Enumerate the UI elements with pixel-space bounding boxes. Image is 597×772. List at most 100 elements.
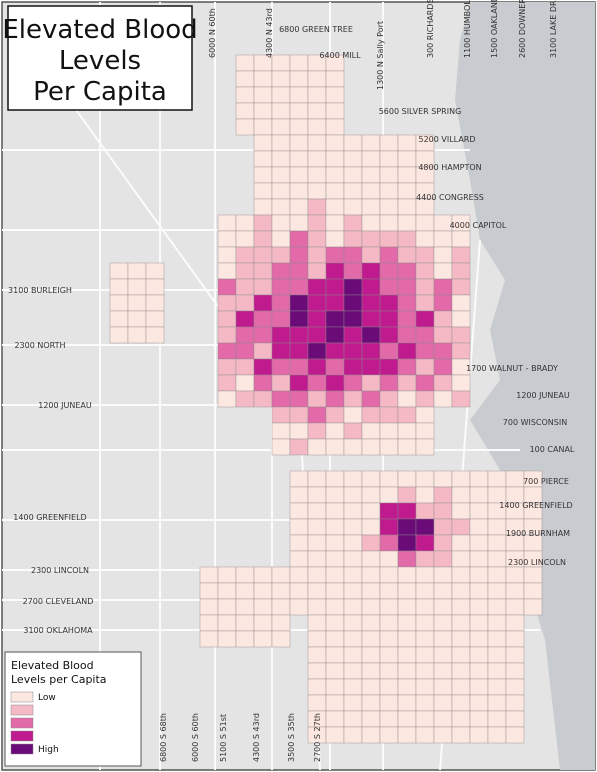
tract [379, 166, 399, 184]
tract [397, 662, 417, 680]
tract [307, 198, 327, 216]
tract [451, 614, 471, 632]
tract [451, 550, 471, 568]
tract [235, 630, 255, 648]
tract [325, 438, 345, 456]
street-label: 1200 JUNEAU [516, 391, 570, 400]
tract [469, 486, 489, 504]
tract [217, 230, 237, 248]
tract [325, 102, 345, 120]
tract [415, 422, 435, 440]
tract [289, 166, 309, 184]
tract [307, 294, 327, 312]
tract [217, 358, 237, 376]
street-label: 5100 S 51st [219, 714, 228, 762]
tract [343, 230, 363, 248]
tract [271, 86, 291, 104]
tract [379, 566, 399, 584]
tract [343, 598, 363, 616]
tract [361, 550, 381, 568]
tract [397, 262, 417, 280]
tract [325, 390, 345, 408]
tract [415, 710, 435, 728]
tract [307, 518, 327, 536]
tract [253, 294, 273, 312]
street-label: 3100 OKLAHOMA [23, 626, 93, 635]
tract [379, 486, 399, 504]
tract [253, 198, 273, 216]
tract [487, 710, 507, 728]
tract [361, 438, 381, 456]
tract [343, 422, 363, 440]
tract [379, 726, 399, 744]
tract [415, 646, 435, 664]
tract [379, 582, 399, 600]
tract [415, 630, 435, 648]
tract [505, 662, 525, 680]
tract [307, 534, 327, 552]
tract [307, 86, 327, 104]
tract [451, 326, 471, 344]
tract [397, 198, 417, 216]
tract [451, 678, 471, 696]
tract [343, 214, 363, 232]
tract [271, 374, 291, 392]
tract [397, 630, 417, 648]
tract [379, 358, 399, 376]
tract [289, 294, 309, 312]
tract [343, 150, 363, 168]
tract [379, 502, 399, 520]
tract [253, 358, 273, 376]
tract [505, 470, 525, 488]
street-label: 4400 CONGRESS [416, 193, 484, 202]
tract [307, 150, 327, 168]
tract [361, 694, 381, 712]
tract [325, 182, 345, 200]
tract [217, 278, 237, 296]
tract [361, 710, 381, 728]
legend-label: High [38, 745, 59, 755]
tract [307, 694, 327, 712]
tract [397, 246, 417, 264]
tract [253, 70, 273, 88]
tract [253, 230, 273, 248]
street-label: 1100 HUMBOLDT [463, 0, 472, 58]
tract [451, 262, 471, 280]
tract [217, 246, 237, 264]
tract [271, 102, 291, 120]
tract [361, 486, 381, 504]
tract [469, 550, 489, 568]
tract [325, 278, 345, 296]
tract [487, 614, 507, 632]
tract [307, 614, 327, 632]
tract [217, 294, 237, 312]
tract [271, 54, 291, 72]
tract [397, 150, 417, 168]
tract [469, 502, 489, 520]
tract [271, 134, 291, 152]
tract [523, 566, 543, 584]
tract [289, 422, 309, 440]
tract [145, 294, 165, 312]
tract [235, 390, 255, 408]
tract [361, 390, 381, 408]
tract [145, 310, 165, 328]
tract [127, 310, 147, 328]
street-labels: 6000 N 60th 4300 N 43rd 1300 N Sally Port 3… [8, 0, 575, 762]
tract [487, 550, 507, 568]
tract [253, 118, 273, 136]
tract [361, 678, 381, 696]
title-line: Levels [59, 46, 141, 76]
tract [415, 342, 435, 360]
tract [307, 374, 327, 392]
street-label: 700 PIERCE [523, 477, 569, 486]
tract [433, 278, 453, 296]
tract [433, 246, 453, 264]
tract [289, 214, 309, 232]
tract [379, 342, 399, 360]
tract [217, 310, 237, 328]
tract [451, 646, 471, 664]
tract [253, 150, 273, 168]
tract [379, 662, 399, 680]
tract [127, 262, 147, 280]
